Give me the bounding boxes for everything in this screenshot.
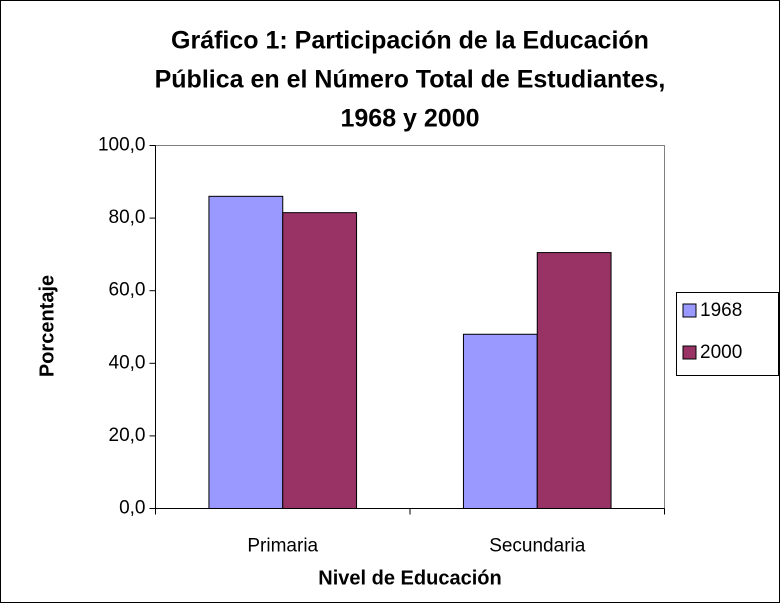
y-axis-title: Porcentaje xyxy=(36,275,58,377)
y-tick-label: 100,0 xyxy=(98,135,146,156)
y-tick-label: 20,0 xyxy=(109,425,146,446)
y-tick-label: 40,0 xyxy=(109,352,146,373)
y-tick-label: 0,0 xyxy=(119,498,145,519)
legend-swatch xyxy=(682,345,697,360)
chart-title: 1968 y 2000 xyxy=(340,105,479,133)
bar xyxy=(282,212,358,509)
chart-title: Pública en el Número Total de Estudiante… xyxy=(155,66,666,94)
bar xyxy=(462,333,538,510)
legend-swatch xyxy=(682,303,697,318)
x-tick-label: Primaria xyxy=(247,536,318,557)
x-tick-label: Secundaria xyxy=(489,536,586,557)
x-axis-title: Nivel de Educación xyxy=(318,567,501,589)
legend-label: 2000 xyxy=(700,342,742,363)
bar xyxy=(208,195,284,509)
legend-label: 1968 xyxy=(700,300,742,321)
y-tick-label: 80,0 xyxy=(109,207,146,228)
bar xyxy=(536,252,612,509)
chart-title: Gráfico 1: Participación de la Educación xyxy=(171,27,649,55)
y-tick-label: 60,0 xyxy=(109,280,146,301)
